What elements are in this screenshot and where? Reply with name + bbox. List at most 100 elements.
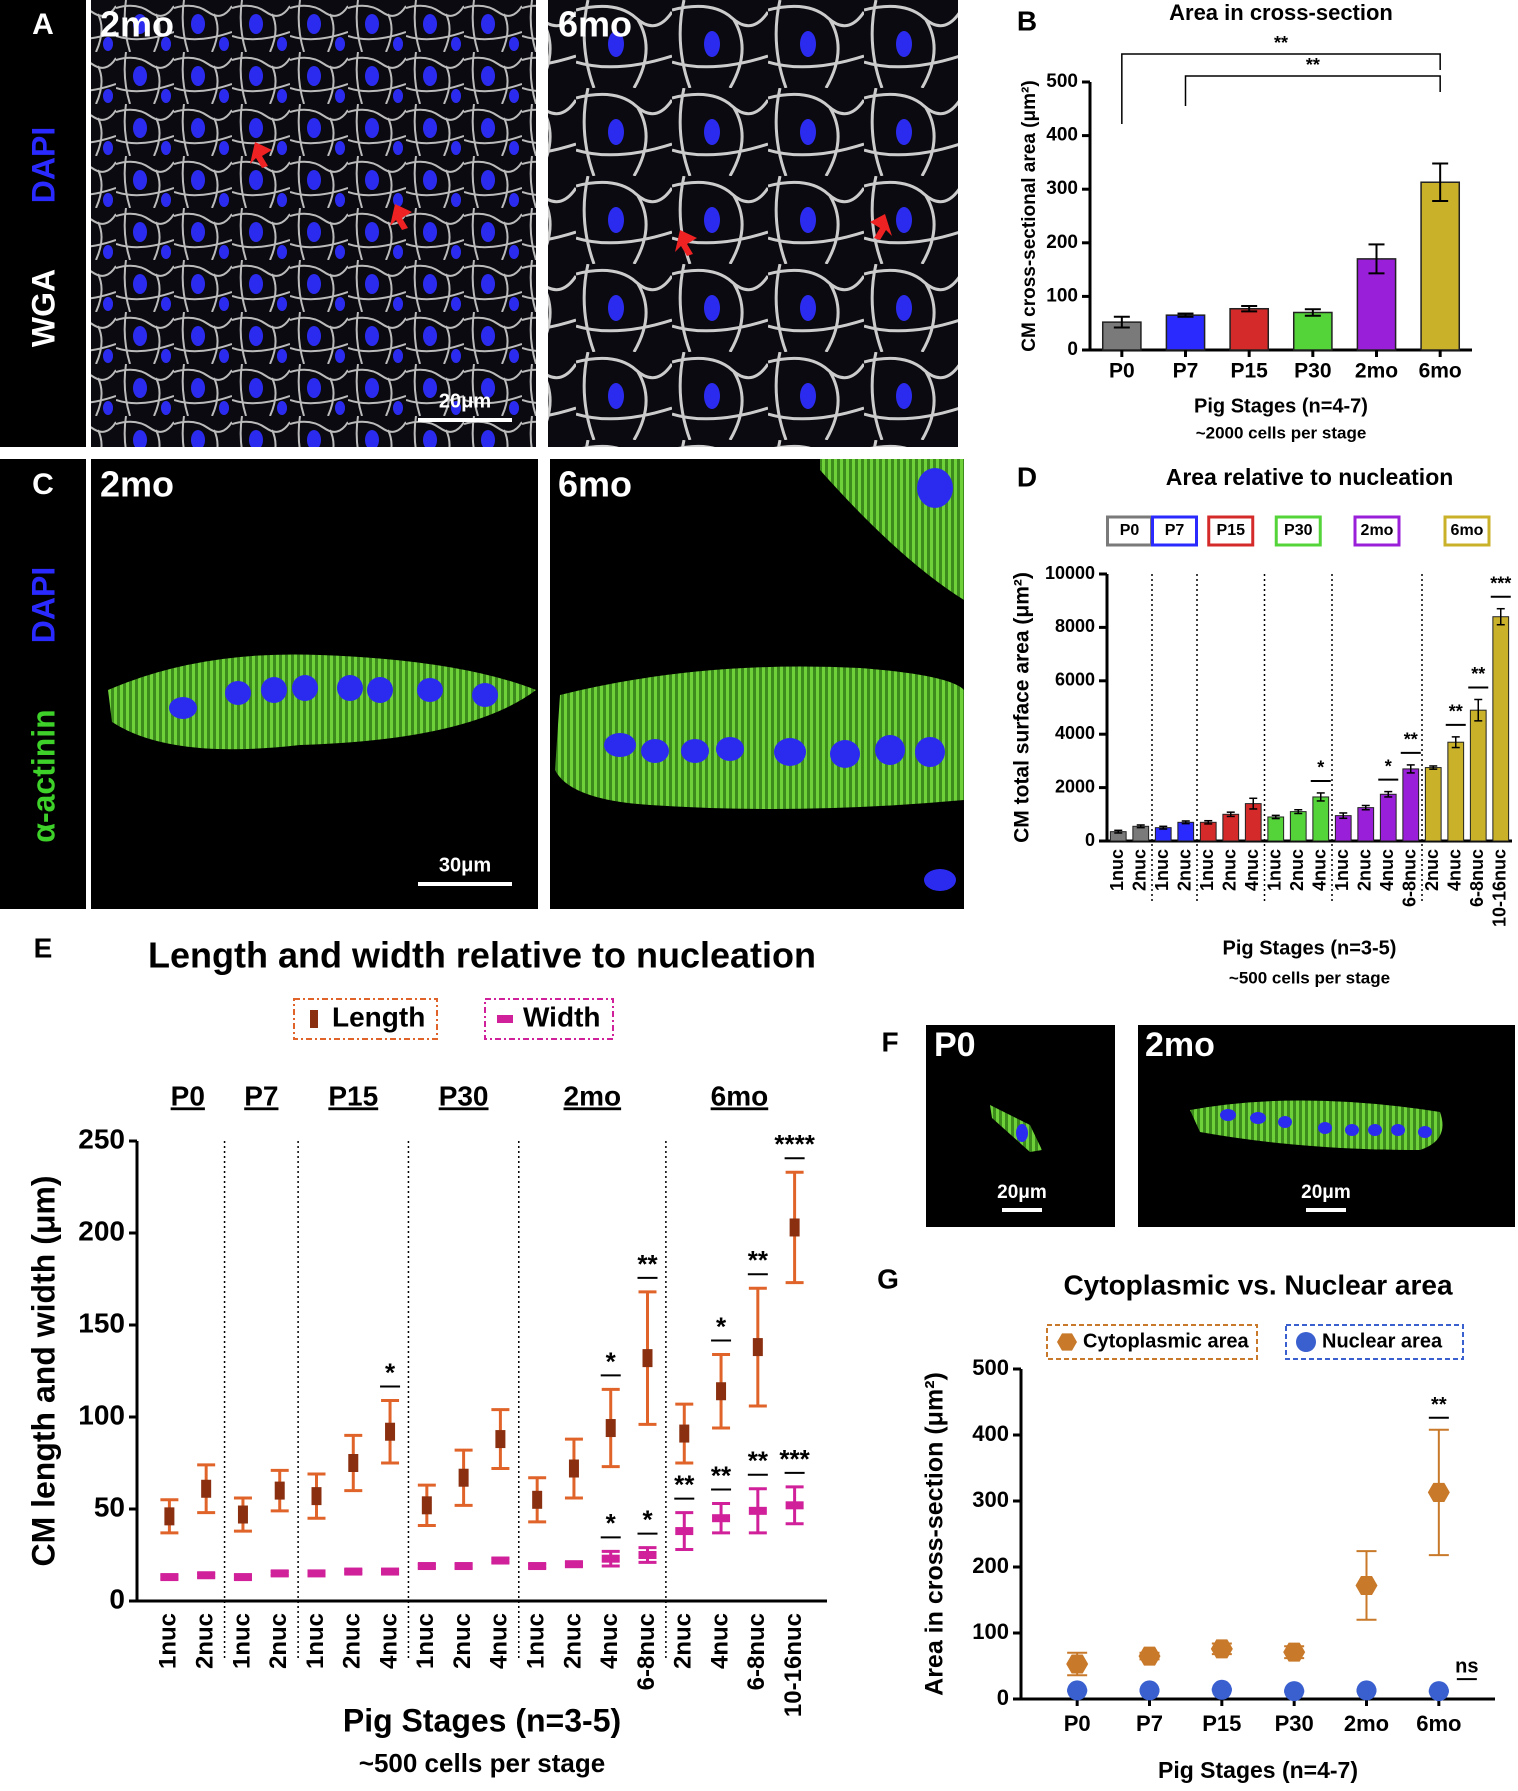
marker (1428, 1681, 1449, 1702)
significance: ** (637, 1249, 658, 1279)
x-tick-label: 6-8nuc (633, 1613, 660, 1690)
bar (1132, 825, 1150, 842)
x-tick-label: P0 (1109, 360, 1135, 383)
x-tick-label: P15 (1202, 1711, 1241, 1736)
x-tick-label: 4nuc (706, 1613, 733, 1669)
x-tick-label: 4nuc (375, 1613, 402, 1669)
cell (555, 666, 964, 809)
length-marker (605, 1419, 616, 1438)
significance: * (642, 1505, 653, 1535)
x-axis-label: Pig Stages (n=3-5) (1223, 937, 1397, 959)
width-marker (307, 1569, 326, 1578)
image-label: P0 (934, 1026, 976, 1064)
image-label: 2mo (100, 464, 174, 505)
legend-marker (497, 1015, 513, 1023)
cell (1190, 1100, 1443, 1150)
x-tick-label: P30 (1275, 1711, 1314, 1736)
image-label: 2mo (1145, 1026, 1215, 1064)
bar (1402, 768, 1420, 842)
length-marker (421, 1496, 432, 1515)
arrow (870, 214, 892, 240)
significance: ns (1455, 1655, 1478, 1677)
x-tick-label: 6mo (1419, 360, 1462, 383)
x-tick-label: 4nuc (1242, 849, 1262, 891)
bar (1469, 709, 1487, 842)
group-label: P7 (244, 1080, 278, 1111)
y-tick-label: 0 (109, 1583, 125, 1614)
marker (1283, 1642, 1306, 1662)
y-tick-label: 100 (1046, 285, 1078, 306)
bar (1222, 813, 1240, 842)
legend-label: 6mo (1451, 522, 1484, 539)
legend-label: P30 (1284, 522, 1313, 539)
x-tick-label: 4nuc (486, 1613, 513, 1669)
significance: ** (748, 1245, 769, 1275)
sidebar (0, 0, 86, 447)
stain-label: DAPI (25, 567, 61, 643)
y-axis-label: CM cross-sectional area (μm²) (1019, 80, 1040, 351)
length-marker (495, 1430, 506, 1449)
length-marker (642, 1349, 653, 1368)
length-marker (385, 1422, 396, 1441)
width-marker (564, 1560, 583, 1569)
subtitle: ~500 cells per stage (1229, 968, 1390, 987)
x-tick-label: 2nuc (1175, 849, 1195, 891)
width-marker (638, 1551, 657, 1559)
significance: ** (1471, 664, 1485, 684)
width-marker (270, 1569, 289, 1578)
nuclei (1220, 1109, 1432, 1138)
scale-bar-label: 30μm (439, 854, 491, 876)
significance: ** (674, 1470, 695, 1500)
bar (1447, 741, 1465, 842)
x-tick-label: 1nuc (1152, 849, 1172, 891)
x-tick-label: 1nuc (302, 1613, 329, 1669)
marker (1210, 1639, 1233, 1659)
significance: ** (711, 1460, 732, 1490)
nuclei (604, 468, 956, 891)
scale-bar-label: 20μm (997, 1182, 1047, 1203)
legend-label: P0 (1120, 522, 1140, 539)
x-tick-label: 2nuc (1422, 849, 1442, 891)
x-tick-label: 2nuc (559, 1613, 586, 1669)
arrow (250, 142, 272, 168)
x-tick-label: 2nuc (1287, 849, 1307, 891)
significance-bracket (1121, 53, 1441, 124)
x-tick-label: 2nuc (1355, 849, 1375, 891)
panel-letter: C (32, 468, 54, 501)
significance: **** (774, 1129, 815, 1159)
x-tick-label: 1nuc (228, 1613, 255, 1669)
width-marker (712, 1514, 731, 1523)
panel-letter: D (1017, 461, 1037, 492)
significance: *** (1490, 573, 1511, 593)
x-tick-label: 10-16nuc (1490, 849, 1510, 927)
y-tick-label: 300 (1046, 178, 1078, 199)
significance: * (606, 1508, 617, 1538)
y-tick-label: 50 (94, 1491, 125, 1522)
marker (1067, 1680, 1088, 1701)
significance: * (606, 1346, 617, 1376)
significance: * (1317, 758, 1324, 778)
marker (1284, 1681, 1305, 1702)
width-marker (417, 1562, 436, 1571)
group-label: 6mo (711, 1080, 769, 1111)
x-tick-label: 2nuc (265, 1613, 292, 1669)
legend-marker (310, 1010, 318, 1028)
micrograph (91, 0, 536, 447)
width-marker (785, 1501, 804, 1510)
x-tick-label: 1nuc (1107, 849, 1127, 891)
width-marker (601, 1554, 620, 1563)
legend-label: P7 (1165, 522, 1185, 539)
bar (1312, 796, 1330, 842)
x-tick-label: P7 (1173, 360, 1199, 383)
chart-title: Length and width relative to nucleation (148, 935, 816, 976)
length-marker (716, 1382, 727, 1401)
y-tick-label: 0 (1085, 830, 1095, 850)
x-tick-label: 2nuc (339, 1613, 366, 1669)
width-marker (197, 1571, 216, 1580)
bar (1267, 816, 1285, 842)
significance: * (1385, 756, 1392, 776)
y-tick-label: 400 (1046, 125, 1078, 146)
length-marker (164, 1507, 175, 1526)
width-marker (344, 1567, 363, 1576)
x-tick-label: 2nuc (449, 1613, 476, 1669)
